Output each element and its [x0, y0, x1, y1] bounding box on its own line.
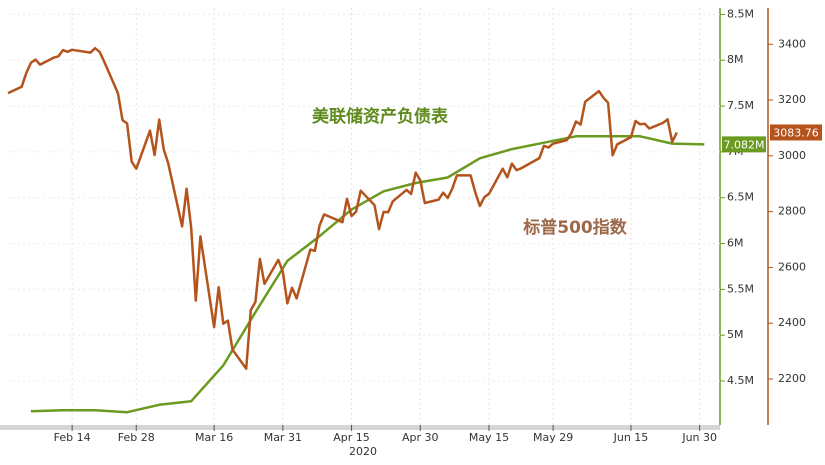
y-tick-label: 7.5M [727, 99, 754, 112]
y2-tick-label: 2200 [778, 372, 806, 385]
x-axis-label: 2020 [349, 445, 377, 458]
y2-tick-label: 2400 [778, 316, 806, 329]
x-tick-label: Mar 16 [195, 431, 233, 444]
y2-tick-label: 2800 [778, 205, 806, 218]
y-tick-label: 8M [727, 53, 744, 66]
y-tick-label: 4.5M [727, 374, 754, 387]
x-tick-label: Apr 30 [402, 431, 439, 444]
y2-tick-label: 3000 [778, 149, 806, 162]
x-tick-label: Jun 30 [681, 431, 717, 444]
x-tick-label: May 29 [533, 431, 573, 444]
y2-tick-label: 2600 [778, 260, 806, 273]
last-value-label: 3083.76 [773, 126, 819, 139]
x-tick-label: May 15 [469, 431, 509, 444]
y-tick-label: 5.5M [727, 282, 754, 295]
x-tick-label: Apr 15 [333, 431, 370, 444]
y-tick-label: 5M [727, 328, 744, 341]
series-line [7, 46, 678, 370]
y-tick-label: 6M [727, 237, 744, 250]
y-tick-label: 6.5M [727, 191, 754, 204]
y2-tick-label: 3400 [778, 37, 806, 50]
x-tick-label: Mar 31 [264, 431, 302, 444]
series-annotation: 美联储资产负债表 [312, 106, 449, 127]
x-tick-label: Feb 14 [54, 431, 91, 444]
x-tick-label: Jun 15 [613, 431, 649, 444]
y2-tick-label: 3200 [778, 93, 806, 106]
last-value-box [770, 124, 822, 141]
last-value-box [722, 136, 766, 153]
x-axis-band [0, 425, 720, 430]
series-line [30, 135, 705, 414]
last-value-label: 7.082M [724, 138, 765, 151]
y-tick-label: 8.5M [727, 7, 754, 20]
series-annotation: 标普500指数 [523, 217, 627, 238]
x-tick-label: Feb 28 [118, 431, 155, 444]
